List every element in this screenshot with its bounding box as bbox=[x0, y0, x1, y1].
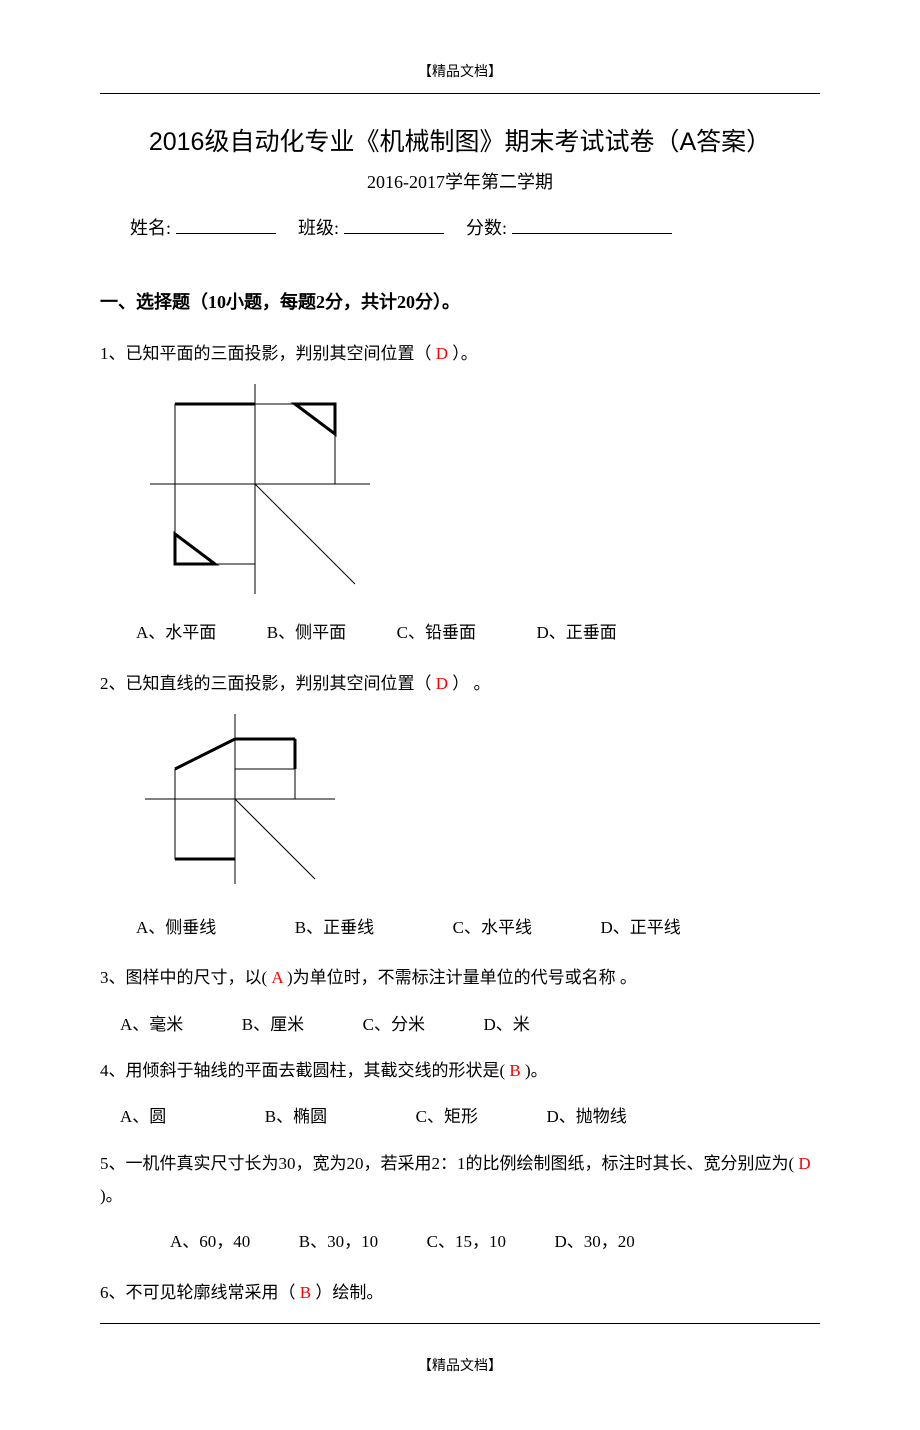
q4-options: A、圆 B、椭圆 C、矩形 D、抛物线 bbox=[100, 1101, 820, 1133]
footer-tag: 【精品文档】 bbox=[100, 1354, 820, 1381]
q3-answer: A bbox=[267, 968, 287, 987]
q4-answer: B bbox=[505, 1061, 525, 1080]
q5-options: A、60，40 B、30，10 C、15，10 D、30，20 bbox=[100, 1226, 820, 1258]
q2-options: A、侧垂线 B、正垂线 C、水平线 D、正平线 bbox=[100, 912, 820, 944]
q1-opt-b: B、侧平面 bbox=[267, 623, 346, 642]
question-3: 3、图样中的尺寸，以( A )为单位时，不需标注计量单位的代号或名称 。 bbox=[100, 962, 820, 994]
question-5: 5、一机件真实尺寸长为30，宽为20，若采用2：1的比例绘制图纸，标注时其长、宽… bbox=[100, 1148, 820, 1213]
q4-opt-b: B、椭圆 bbox=[265, 1107, 327, 1126]
question-6: 6、不可见轮廓线常采用（ B ）绘制。 bbox=[100, 1277, 820, 1309]
q6-prefix: 6、不可见轮廓线常采用（ bbox=[100, 1283, 296, 1302]
class-blank[interactable] bbox=[344, 233, 444, 234]
q3-prefix: 3、图样中的尺寸，以( bbox=[100, 968, 267, 987]
class-label: 班级: bbox=[298, 218, 339, 238]
header-tag: 【精品文档】 bbox=[100, 60, 820, 87]
header-divider bbox=[100, 93, 820, 94]
footer-divider bbox=[100, 1323, 820, 1324]
q2-diagram bbox=[140, 714, 820, 900]
name-label: 姓名: bbox=[130, 218, 171, 238]
q1-answer: D bbox=[432, 344, 453, 363]
q5-answer: D bbox=[794, 1154, 811, 1173]
score-blank[interactable] bbox=[512, 233, 672, 234]
q5-opt-d: D、30，20 bbox=[554, 1232, 634, 1251]
q6-suffix: ）绘制。 bbox=[315, 1283, 383, 1302]
projection-cube-svg bbox=[140, 384, 390, 594]
exam-subtitle: 2016-2017学年第二学期 bbox=[100, 165, 820, 199]
q1-opt-c: C、铅垂面 bbox=[397, 623, 476, 642]
q3-opt-d: D、米 bbox=[483, 1015, 529, 1034]
q5-opt-c: C、15，10 bbox=[427, 1232, 506, 1251]
q6-answer: B bbox=[296, 1283, 316, 1302]
q3-opt-a: A、毫米 bbox=[120, 1015, 183, 1034]
q1-diagram bbox=[140, 384, 820, 605]
student-info-row: 姓名: 班级: 分数: bbox=[100, 211, 820, 245]
q4-suffix: )。 bbox=[525, 1061, 548, 1080]
q4-opt-c: C、矩形 bbox=[416, 1107, 478, 1126]
q3-opt-c: C、分米 bbox=[363, 1015, 425, 1034]
q5-suffix: )。 bbox=[100, 1186, 123, 1205]
q5-opt-a: A、60，40 bbox=[170, 1232, 250, 1251]
q4-prefix: 4、用倾斜于轴线的平面去截圆柱，其截交线的形状是( bbox=[100, 1061, 505, 1080]
q2-answer: D bbox=[432, 674, 453, 693]
score-label: 分数: bbox=[466, 218, 507, 238]
question-1: 1、已知平面的三面投影，判别其空间位置（ D ）。 bbox=[100, 338, 820, 370]
q2-opt-d: D、正平线 bbox=[600, 918, 680, 937]
q5-opt-b: B、30，10 bbox=[299, 1232, 378, 1251]
name-blank[interactable] bbox=[176, 233, 276, 234]
q2-opt-b: B、正垂线 bbox=[295, 918, 374, 937]
section-1-title: 一、选择题（10小题，每题2分，共计20分）。 bbox=[100, 285, 820, 319]
q5-prefix: 5、一机件真实尺寸长为30，宽为20，若采用2：1的比例绘制图纸，标注时其长、宽… bbox=[100, 1154, 794, 1173]
q1-opt-d: D、正垂面 bbox=[536, 623, 616, 642]
question-2: 2、已知直线的三面投影，判别其空间位置（ D ） 。 bbox=[100, 668, 820, 700]
q2-opt-c: C、水平线 bbox=[453, 918, 532, 937]
q3-options: A、毫米 B、厘米 C、分米 D、米 bbox=[100, 1009, 820, 1041]
q2-prefix: 2、已知直线的三面投影，判别其空间位置（ bbox=[100, 674, 432, 693]
q3-opt-b: B、厘米 bbox=[242, 1015, 304, 1034]
q1-options: A、水平面 B、侧平面 C、铅垂面 D、正垂面 bbox=[100, 617, 820, 649]
q3-suffix: )为单位时，不需标注计量单位的代号或名称 。 bbox=[287, 968, 637, 987]
q4-opt-d: D、抛物线 bbox=[546, 1107, 626, 1126]
q1-suffix: ）。 bbox=[452, 344, 478, 363]
q2-opt-a: A、侧垂线 bbox=[136, 918, 216, 937]
q4-opt-a: A、圆 bbox=[120, 1107, 166, 1126]
exam-title: 2016级自动化专业《机械制图》期末考试试卷（A答案） bbox=[100, 124, 820, 162]
q2-suffix: ） 。 bbox=[452, 674, 490, 693]
question-4: 4、用倾斜于轴线的平面去截圆柱，其截交线的形状是( B )。 bbox=[100, 1055, 820, 1087]
q1-opt-a: A、水平面 bbox=[136, 623, 216, 642]
q1-prefix: 1、已知平面的三面投影，判别其空间位置（ bbox=[100, 344, 432, 363]
projection-line-svg bbox=[140, 714, 340, 889]
